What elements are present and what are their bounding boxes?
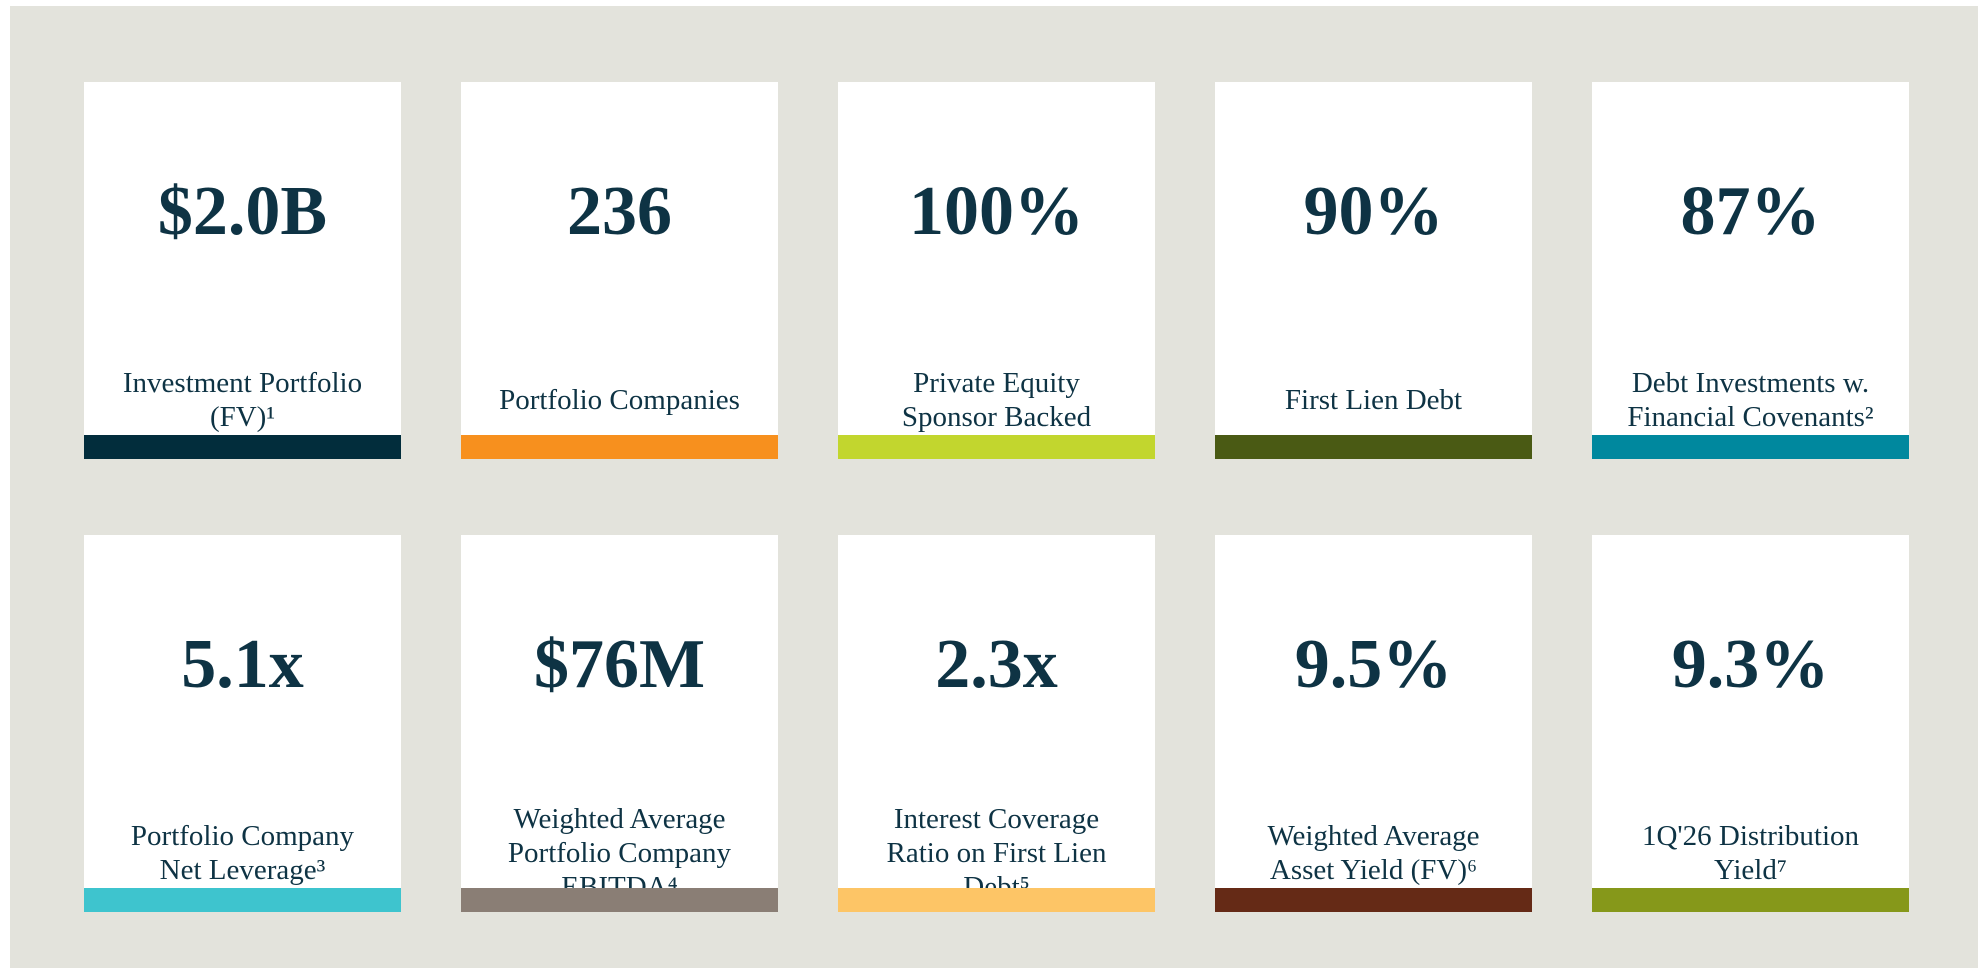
stat-card: 100% Private Equity Sponsor Backed: [838, 82, 1155, 459]
stat-value: 100%: [909, 173, 1084, 250]
label-area: Interest Coverage Ratio on First Lien De…: [846, 755, 1147, 951]
stat-value: 5.1x: [181, 626, 304, 703]
stat-label: Portfolio Company Net Leverage³: [130, 820, 355, 886]
accent-bar: [838, 888, 1155, 912]
stat-value: 2.3x: [935, 626, 1058, 703]
label-area: First Lien Debt: [1223, 302, 1524, 498]
stat-card: $2.0B Investment Portfolio (FV)¹: [84, 82, 401, 459]
stat-label: Portfolio Companies: [499, 384, 740, 416]
stat-value: 9.3%: [1671, 626, 1830, 703]
label-area: Investment Portfolio (FV)¹: [92, 302, 393, 498]
stat-value: 236: [567, 173, 672, 250]
stat-label: Interest Coverage Ratio on First Lien De…: [886, 803, 1107, 903]
label-area: Weighted Average Portfolio Company EBITD…: [469, 755, 770, 951]
stat-card: 9.5% Weighted Average Asset Yield (FV)⁶: [1215, 535, 1532, 912]
accent-bar: [461, 888, 778, 912]
stat-card: 87% Debt Investments w. Financial Covenan…: [1592, 82, 1909, 459]
stat-label: Private Equity Sponsor Backed: [901, 367, 1092, 433]
stat-card: 90% First Lien Debt: [1215, 82, 1532, 459]
stat-card: 236 Portfolio Companies: [461, 82, 778, 459]
accent-bar: [461, 435, 778, 459]
stat-label: Weighted Average Asset Yield (FV)⁶: [1267, 820, 1480, 886]
label-area: Weighted Average Asset Yield (FV)⁶: [1223, 755, 1524, 951]
stat-label: Weighted Average Portfolio Company EBITD…: [507, 803, 732, 903]
label-area: 1Q'26 Distribution Yield⁷: [1600, 755, 1901, 951]
accent-bar: [84, 888, 401, 912]
accent-bar: [1592, 888, 1909, 912]
accent-bar: [1215, 888, 1532, 912]
accent-bar: [84, 435, 401, 459]
stat-label: Investment Portfolio (FV)¹: [122, 367, 363, 433]
accent-bar: [1592, 435, 1909, 459]
label-area: Portfolio Company Net Leverage³: [92, 755, 393, 951]
stat-value: $76M: [533, 626, 706, 703]
stat-value: 87%: [1680, 173, 1821, 250]
label-area: Portfolio Companies: [469, 302, 770, 498]
stat-value: $2.0B: [157, 173, 328, 250]
stat-value: 9.5%: [1294, 626, 1453, 703]
label-area: Private Equity Sponsor Backed: [846, 302, 1147, 498]
stats-board: $2.0B Investment Portfolio (FV)¹ 236 Portfo…: [10, 6, 1978, 968]
stat-value: 90%: [1303, 173, 1444, 250]
stat-card: 5.1x Portfolio Company Net Leverage³: [84, 535, 401, 912]
stat-card: 2.3x Interest Coverage Ratio on First Lie…: [838, 535, 1155, 912]
accent-bar: [1215, 435, 1532, 459]
stat-label: First Lien Debt: [1284, 384, 1463, 416]
label-area: Debt Investments w. Financial Covenants²: [1600, 302, 1901, 498]
stat-label: 1Q'26 Distribution Yield⁷: [1641, 820, 1860, 886]
stat-card: 9.3% 1Q'26 Distribution Yield⁷: [1592, 535, 1909, 912]
stat-label: Debt Investments w. Financial Covenants²: [1627, 367, 1874, 433]
accent-bar: [838, 435, 1155, 459]
stat-card: $76M Weighted Average Portfolio Company E…: [461, 535, 778, 912]
